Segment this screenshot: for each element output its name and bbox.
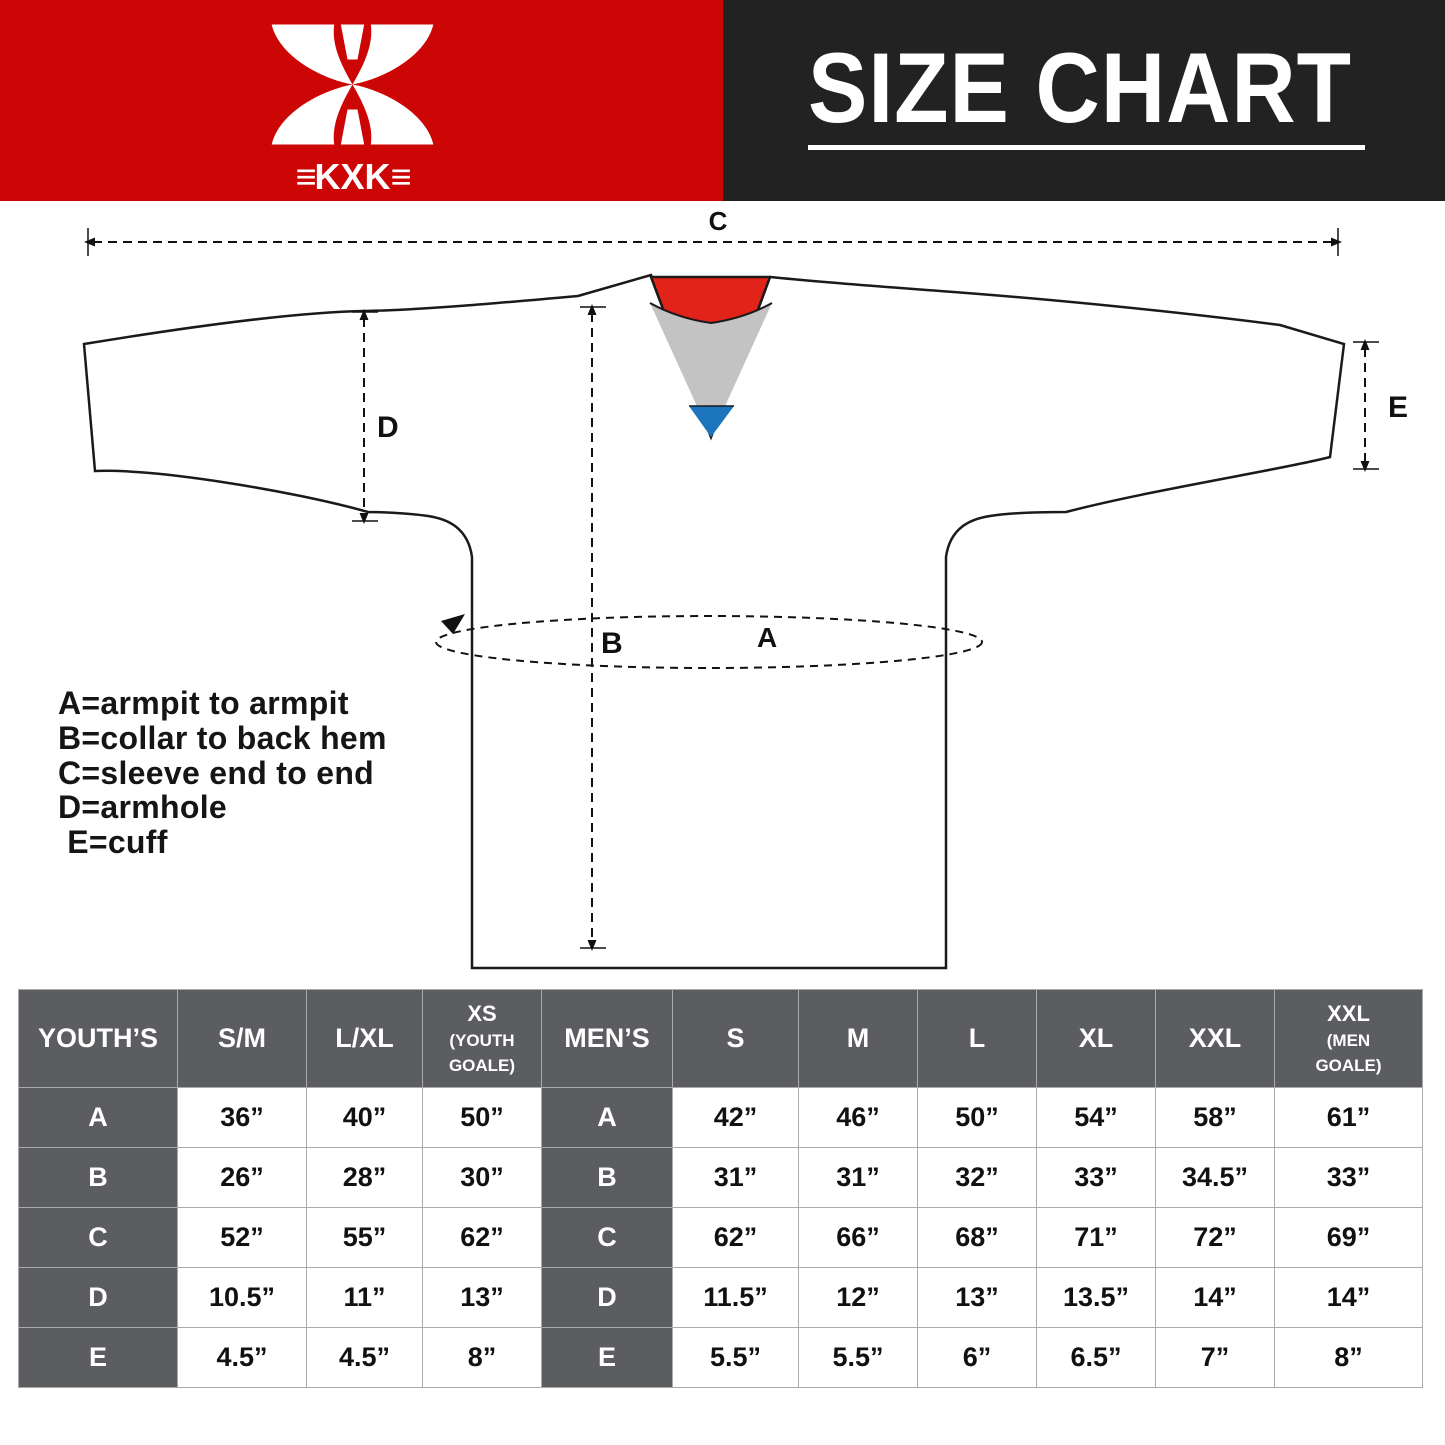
svg-text:D: D xyxy=(377,411,399,444)
svg-text:C: C xyxy=(709,206,728,236)
svg-text:A: A xyxy=(757,622,777,653)
svg-text:B: B xyxy=(601,627,623,660)
svg-text:E: E xyxy=(1388,391,1408,424)
